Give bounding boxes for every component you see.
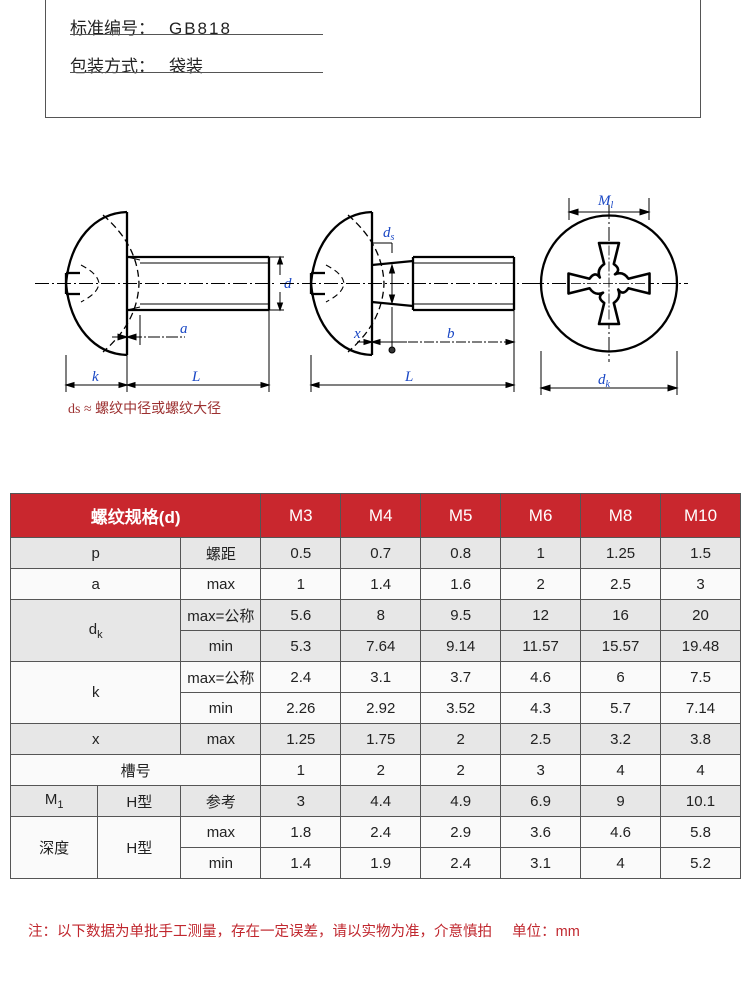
svg-text:dk: dk bbox=[598, 372, 611, 390]
svg-text:k: k bbox=[92, 369, 99, 385]
svg-text:b: b bbox=[447, 326, 455, 342]
svg-text:ds ≈ 螺纹中径或螺纹大径: ds ≈ 螺纹中径或螺纹大径 bbox=[68, 401, 221, 417]
svg-text:ds: ds bbox=[383, 225, 395, 243]
svg-text:a: a bbox=[180, 321, 188, 337]
svg-text:Ml: Ml bbox=[597, 193, 614, 211]
svg-text:x: x bbox=[353, 326, 361, 342]
svg-text:L: L bbox=[191, 369, 200, 385]
svg-text:L: L bbox=[404, 369, 413, 385]
